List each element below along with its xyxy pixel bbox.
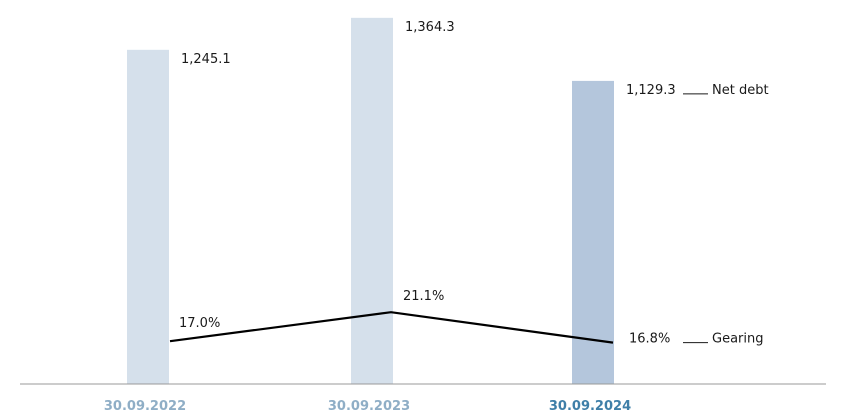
gearing-value-label-0: 17.0%: [179, 316, 220, 331]
x-tick-labels: 30.09.2022 30.09.2023 30.09.2024: [104, 399, 631, 414]
x-tick-label-0: 30.09.2022: [104, 399, 186, 414]
gearing-value-label-1: 21.1%: [403, 289, 444, 304]
legend-gearing-label: Gearing: [712, 332, 764, 347]
bar-net-debt-1: [351, 18, 393, 384]
legend: Net debt Gearing: [683, 83, 769, 347]
gearing-value-label-2: 16.8%: [629, 332, 670, 347]
x-tick-label-1: 30.09.2023: [328, 399, 410, 414]
bar-value-label-1: 1,364.3: [405, 20, 455, 35]
bar-net-debt-0: [127, 50, 169, 384]
legend-net-debt-label: Net debt: [712, 83, 769, 98]
x-tick-label-2: 30.09.2024: [549, 399, 631, 414]
bar-value-label-2: 1,129.3: [626, 83, 676, 98]
bar-value-label-0: 1,245.1: [181, 52, 231, 67]
